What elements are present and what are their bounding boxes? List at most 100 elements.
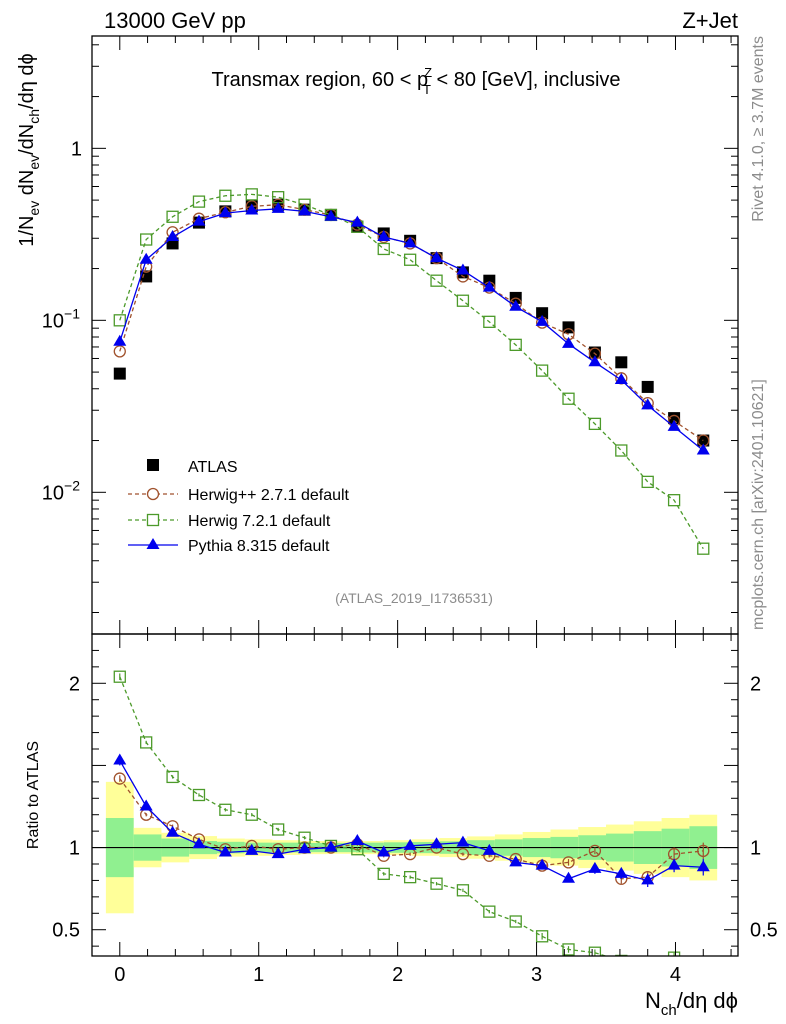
- ratio-point-herwig-7-2-1-default: [245, 808, 258, 821]
- ratio-point-herwig-2-7-1-default: [697, 844, 710, 858]
- main-point-herwig-7-2-1-default: [562, 392, 575, 405]
- ratio-point-herwig-7-2-1-default: [192, 788, 206, 802]
- ratio-point-herwig-7-2-1-default: [562, 943, 575, 956]
- main-point-herwig-7-2-1-default: [219, 189, 232, 202]
- ratio-point-herwig-7-2-1-default: [272, 823, 285, 836]
- ratio-point-pythia-8-315-default: [614, 866, 628, 878]
- ratio-point-pythia-8-315-default: [641, 873, 655, 885]
- ratio-point-herwig-7-2-1-default: [113, 670, 126, 683]
- legend-marker-herwigpp: [146, 487, 160, 501]
- main-point-herwig-7-2-1-default: [588, 417, 602, 431]
- main-point-herwig-7-2-1-default: [509, 338, 522, 352]
- main-point-atlas: [140, 270, 153, 283]
- ratio-point-pythia-8-315-default: [403, 838, 417, 850]
- y-tick-label: 1: [71, 138, 82, 160]
- ratio-point-herwig-7-2-1-default: [403, 870, 417, 884]
- x-tick-label: 1: [253, 964, 264, 986]
- x-tick-label: 0: [114, 964, 125, 986]
- ratio-point-pythia-8-315-default: [509, 855, 523, 867]
- main-point-herwig-7-2-1-default: [113, 314, 126, 327]
- y-tick-label: 10−2: [42, 477, 80, 504]
- ratio-point-herwig-7-2-1-default: [667, 951, 681, 956]
- main-point-pythia-8-315-default: [218, 206, 232, 218]
- main-point-pythia-8-315-default: [535, 314, 549, 326]
- legend-label-herwig7: Herwig 7.2.1 default: [188, 513, 331, 530]
- plot-subtitle: Transmax region, 60 < pZ T < 80 [GeV], in…: [211, 65, 620, 97]
- ratio-point-herwig-7-2-1-default: [588, 946, 602, 956]
- main-point-pythia-8-315-default: [509, 299, 523, 311]
- ratio-point-herwig-7-2-1-default: [166, 770, 179, 784]
- subtitle-sup: Z: [424, 65, 432, 80]
- main-point-pythia-8-315-default: [298, 204, 312, 216]
- main-point-herwig-7-2-1-default: [535, 364, 549, 377]
- analysis-id-label: (ATLAS_2019_I1736531): [335, 590, 493, 606]
- main-point-atlas: [668, 412, 681, 425]
- ratio-point-herwig-7-2-1-default: [509, 915, 522, 928]
- main-point-pythia-8-315-default: [588, 355, 602, 367]
- main-point-herwig-7-2-1-default: [166, 210, 179, 223]
- mcplots-label: mcplots.cern.ch [arXiv:2401.10621]: [750, 379, 767, 630]
- main-point-herwig-7-2-1-default: [192, 195, 206, 208]
- ratio-line-herwig-2-7-1-default: [119, 778, 704, 880]
- main-y-axis-label: 1/Nev dNev/dNch/dη dϕ: [16, 53, 42, 246]
- ratio-point-herwig-2-7-1-default: [588, 844, 602, 858]
- y-tick-label: 0.5: [52, 920, 80, 942]
- ratio-point-herwig-7-2-1-default: [535, 930, 549, 943]
- ratio-point-pythia-8-315-default: [192, 837, 206, 849]
- main-point-pythia-8-315-default: [192, 214, 206, 226]
- ratio-panel: 0 1 2 3 4 0.5 0.5 1 1 2 2: [52, 633, 778, 986]
- ratio-point-pythia-8-315-default: [535, 858, 549, 870]
- main-point-pythia-8-315-default: [403, 236, 417, 248]
- ratio-point-pythia-8-315-default: [324, 840, 338, 852]
- main-point-herwig-7-2-1-default: [697, 542, 710, 555]
- main-line-herwig-7-2-1-default: [119, 193, 704, 550]
- main-point-pythia-8-315-default: [166, 230, 180, 242]
- ratio-point-pythia-8-315-default: [166, 825, 180, 837]
- ratio-point-herwig-7-2-1-default: [483, 905, 496, 918]
- y-tick-label: 1: [69, 838, 80, 860]
- x-tick-label: 4: [670, 964, 681, 986]
- x-tick-label: 2: [392, 964, 403, 986]
- main-point-herwig-7-2-1-default: [403, 253, 417, 266]
- legend-label-herwigpp: Herwig++ 2.7.1 default: [188, 487, 350, 504]
- legend-label-atlas: ATLAS: [188, 459, 238, 476]
- y-tick-label-right: 1: [750, 838, 761, 860]
- y-tick-label-right: 0.5: [750, 920, 778, 942]
- main-point-pythia-8-315-default: [482, 280, 496, 292]
- ratio-point-pythia-8-315-default: [350, 834, 364, 845]
- y-tick-label-right: 2: [750, 673, 761, 695]
- main-point-herwig-2-7-1-default: [113, 345, 126, 358]
- ratio-y-axis-label: Ratio to ATLAS: [25, 741, 42, 849]
- subtitle-prefix: Transmax region, 60 < p: [211, 69, 428, 91]
- y-tick-label: 2: [69, 673, 80, 695]
- ratio-point-herwig-7-2-1-default: [456, 884, 470, 897]
- legend-marker-herwig7: [146, 513, 160, 527]
- ratio-point-herwig-7-2-1-default: [219, 803, 232, 816]
- main-point-pythia-8-315-default: [113, 334, 127, 346]
- main-point-pythia-8-315-default: [271, 201, 285, 213]
- main-point-pythia-8-315-default: [614, 372, 628, 384]
- main-point-herwig-7-2-1-default: [641, 475, 654, 489]
- ratio-point-pythia-8-315-default: [482, 843, 496, 855]
- ratio-point-herwig-7-2-1-default: [430, 877, 443, 890]
- main-point-atlas: [113, 367, 126, 380]
- main-point-pythia-8-315-default: [245, 203, 259, 215]
- ratio-point-pythia-8-315-default: [113, 753, 127, 765]
- ratio-point-pythia-8-315-default: [696, 860, 710, 872]
- legend: ATLAS Herwig++ 2.7.1 default Herwig 7.2.…: [128, 459, 350, 555]
- main-point-atlas: [615, 356, 628, 369]
- ratio-point-herwig-2-7-1-default: [113, 772, 126, 785]
- x-axis-label: Nch/dη dϕ: [645, 988, 738, 1019]
- ratio-point-pythia-8-315-default: [430, 837, 444, 849]
- main-point-pythia-8-315-default: [696, 443, 710, 455]
- ratio-point-herwig-2-7-1-default: [456, 847, 470, 861]
- main-point-herwig-7-2-1-default: [456, 294, 470, 307]
- legend-marker-atlas: [147, 459, 159, 471]
- main-point-pythia-8-315-default: [667, 419, 681, 431]
- main-panel: 10−2 10−1 1: [42, 35, 739, 635]
- main-point-pythia-8-315-default: [139, 252, 153, 264]
- main-point-atlas: [536, 307, 549, 320]
- legend-marker-pythia: [146, 538, 160, 549]
- subtitle-suffix: < 80 [GeV], inclusive: [431, 69, 621, 91]
- rivet-version-label: Rivet 4.1.0, ≥ 3.7M events: [750, 36, 767, 222]
